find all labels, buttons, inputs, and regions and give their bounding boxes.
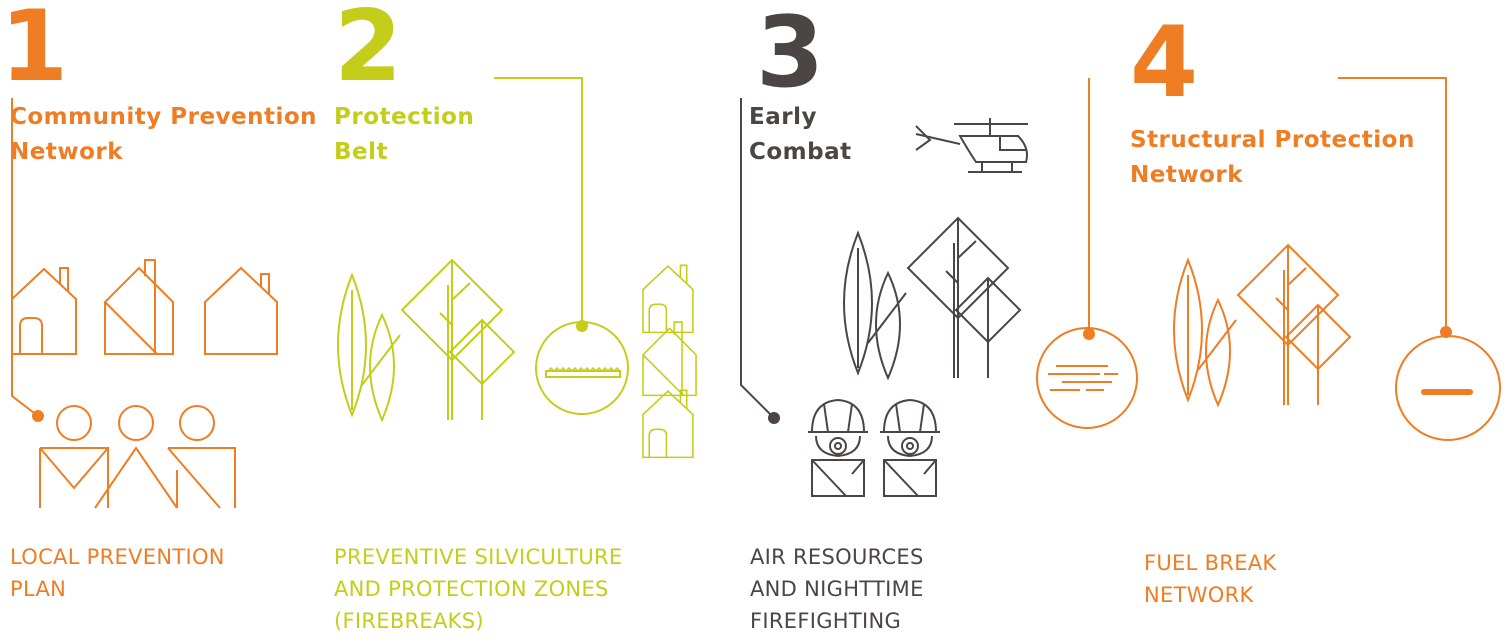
firefighters-icon: [807, 399, 941, 497]
title-line: Network: [10, 139, 124, 165]
people-icon: [39, 405, 236, 509]
leader-line-2: [494, 77, 583, 326]
leader-dot-4b: [1440, 326, 1452, 338]
caption-line: AND PROTECTION ZONES: [334, 577, 609, 601]
section-number: 4: [1130, 6, 1198, 120]
section-title: Structural Protection Network: [1130, 123, 1415, 193]
section-title: Community Prevention Network: [10, 100, 317, 170]
title-line: Early: [749, 104, 817, 130]
section-number: 3: [756, 0, 824, 110]
leader-line-4b: [1338, 77, 1447, 332]
leader-dot-1: [32, 410, 44, 422]
section-title: Protection Belt: [334, 100, 474, 170]
section-title: Early Combat: [749, 100, 852, 170]
section-caption: FUEL BREAK NETWORK: [1144, 547, 1277, 611]
title-line: Network: [1130, 162, 1244, 188]
title-line: Protection: [334, 104, 475, 130]
caption-line: FUEL BREAK: [1144, 551, 1277, 575]
leader-line-3: [740, 98, 773, 417]
section-number: 1: [0, 0, 68, 104]
leader-dot-4a: [1083, 328, 1095, 340]
title-line: Belt: [334, 139, 389, 165]
caption-line: AND NIGHTTIME: [750, 577, 924, 601]
title-line: Community Prevention: [10, 104, 318, 130]
caption-line: PLAN: [10, 577, 67, 601]
title-line: Combat: [749, 139, 852, 165]
firebreak-badge-icon: [535, 321, 629, 415]
fuel-break-badge-icon: [1395, 335, 1501, 441]
houses-icon: [11, 259, 278, 355]
trees-icon: [337, 259, 515, 421]
trees-icon: [1173, 244, 1351, 406]
caption-line: (FIREBREAKS): [334, 609, 484, 633]
section-caption: PREVENTIVE SILVICULTURE AND PROTECTION Z…: [334, 541, 622, 637]
caption-line: NETWORK: [1144, 583, 1254, 607]
section-caption: LOCAL PREVENTION PLAN: [10, 541, 225, 605]
title-line: Structural Protection: [1130, 127, 1415, 153]
section-3-artwork: [740, 98, 1028, 497]
houses-icon: [642, 264, 697, 459]
section-2-artwork: [337, 77, 697, 459]
fuel-break-badge-icon: [1036, 327, 1138, 429]
caption-line: PREVENTIVE SILVICULTURE: [334, 545, 623, 569]
section-number: 2: [334, 0, 402, 104]
leader-dot-3: [768, 412, 780, 424]
caption-line: AIR RESOURCES: [750, 545, 924, 569]
caption-line: LOCAL PREVENTION: [10, 545, 225, 569]
section-4-artwork: [1036, 77, 1501, 441]
trees-icon: [843, 217, 1021, 379]
leader-line-1: [11, 98, 39, 417]
section-1-artwork: [11, 98, 278, 509]
caption-line: FIREFIGHTING: [750, 609, 902, 633]
helicopter-icon: [915, 118, 1028, 173]
section-caption: AIR RESOURCES AND NIGHTTIME FIREFIGHTING: [750, 541, 924, 637]
